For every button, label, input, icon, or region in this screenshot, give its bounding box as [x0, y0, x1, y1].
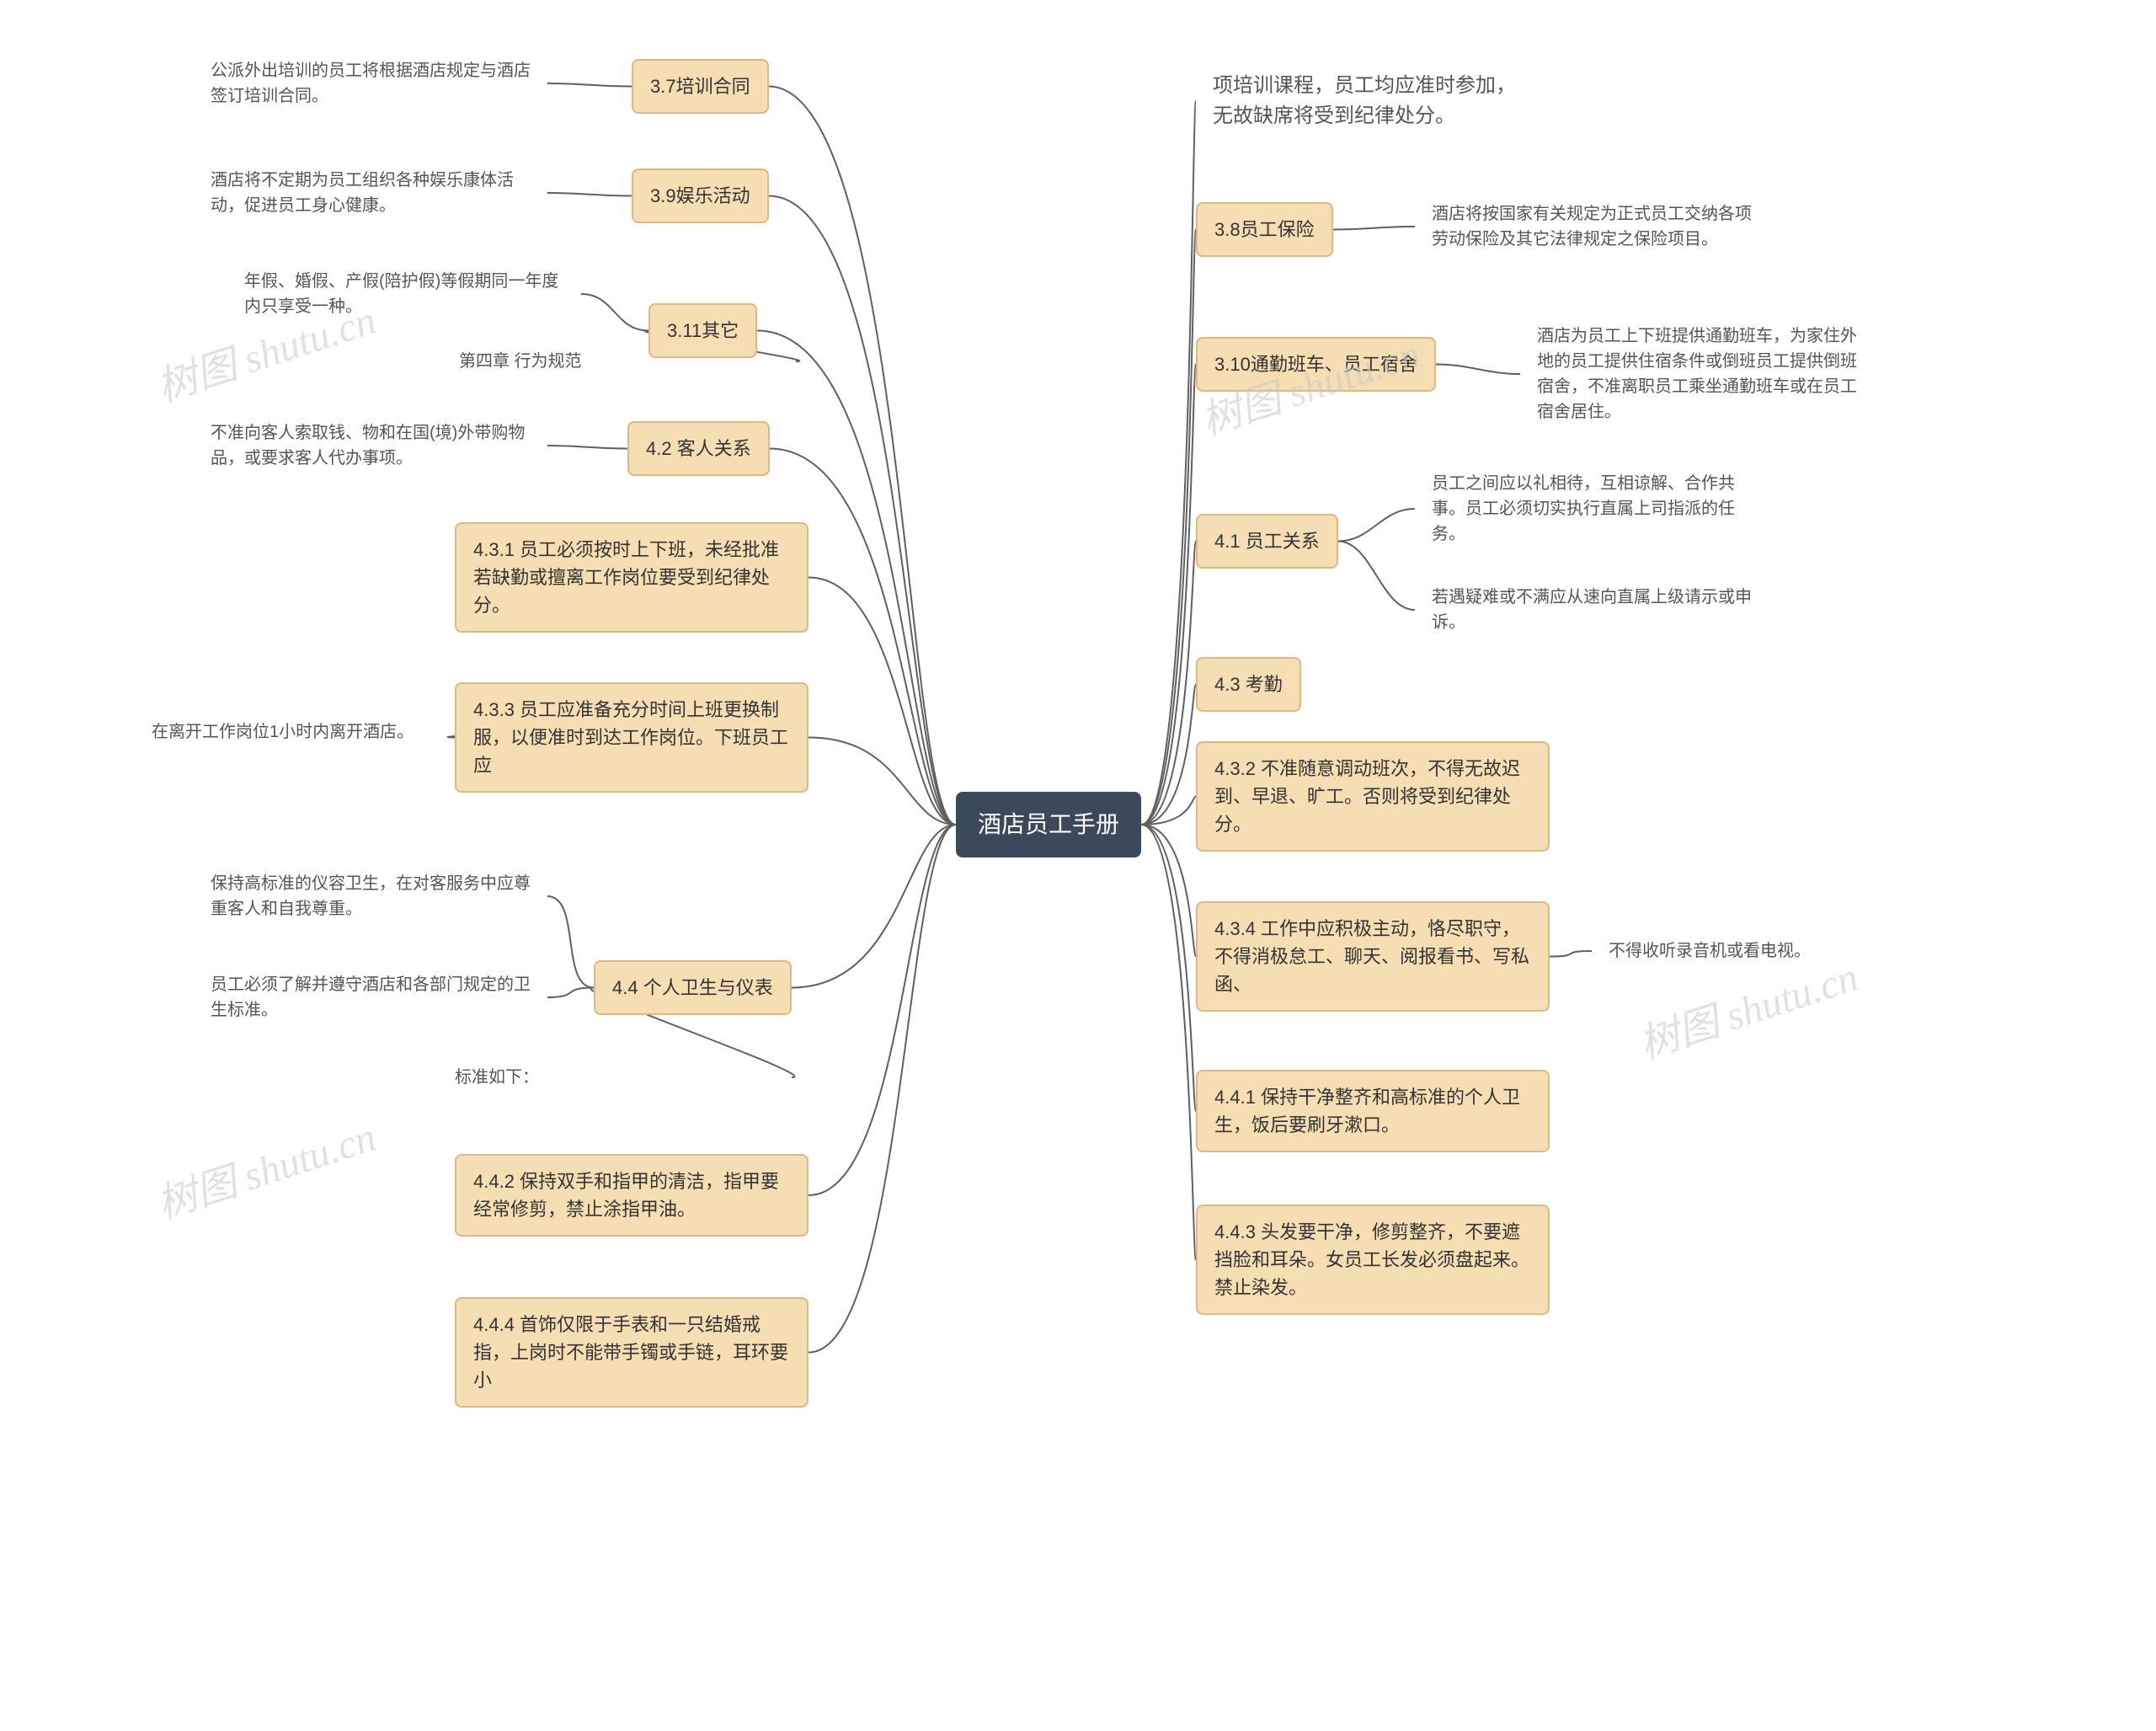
left-leaf-6-0: 保持高标准的仪容卫生，在对客服务中应尊重客人和自我尊重。	[194, 859, 547, 933]
right-leaf-0-0: 项培训课程，员工均应准时参加，无故缺席将受到纪律处分。	[1196, 59, 1550, 143]
left-leaf-3-0: 不准向客人索取钱、物和在国(境)外带购物品，或要求客人代办事项。	[194, 409, 547, 483]
center-node: 酒店员工手册	[956, 792, 1141, 857]
right-leaf-1-0: 酒店将按国家有关规定为正式员工交纳各项劳动保险及其它法律规定之保险项目。	[1415, 190, 1769, 264]
right-box-6: 4.3.4 工作中应积极主动，恪尽职守，不得消极怠工、聊天、阅报看书、写私函、	[1196, 901, 1550, 1012]
left-box-7: 4.4.2 保持双手和指甲的清洁，指甲要经常修剪，禁止涂指甲油。	[455, 1154, 808, 1237]
right-leaf-6-0: 不得收听录音机或看电视。	[1592, 927, 1945, 975]
left-box-6: 4.4 个人卫生与仪表	[594, 960, 792, 1015]
left-box-5: 4.3.3 员工应准备充分时间上班更换制服，以便准时到达工作岗位。下班员工应	[455, 682, 808, 793]
left-leaf-6-1: 员工必须了解并遵守酒店和各部门规定的卫生标准。	[194, 960, 547, 1034]
left-leaf-2-0: 年假、婚假、产假(陪护假)等假期同一年度内只享受一种。	[227, 257, 581, 331]
right-box-5: 4.3.2 不准随意调动班次，不得无故迟到、早退、旷工。否则将受到纪律处分。	[1196, 741, 1550, 852]
right-box-8: 4.4.3 头发要干净，修剪整齐，不要遮挡脸和耳朵。女员工长发必须盘起来。禁止染…	[1196, 1205, 1550, 1315]
left-box-4: 4.3.1 员工必须按时上下班，未经批准若缺勤或擅离工作岗位要受到纪律处分。	[455, 522, 808, 633]
left-box-8: 4.4.4 首饰仅限于手表和一只结婚戒指，上岗时不能带手镯或手链，耳环要小	[455, 1297, 808, 1408]
watermark: 树图 shutu.cn	[148, 1103, 382, 1230]
left-leaf-6-2: 标准如下：	[438, 1053, 792, 1102]
right-leaf-3-0: 员工之间应以礼相待，互相谅解、合作共事。员工必须切实执行直属上司指派的任务。	[1415, 459, 1769, 558]
left-box-1: 3.9娱乐活动	[632, 168, 769, 223]
right-box-3: 4.1 员工关系	[1196, 514, 1338, 569]
left-leaf-2-1: 第四章 行为规范	[442, 337, 796, 386]
left-box-0: 3.7培训合同	[632, 59, 769, 114]
left-leaf-1-0: 酒店将不定期为员工组织各种娱乐康体活动，促进员工身心健康。	[194, 156, 547, 230]
right-leaf-3-1: 若遇疑难或不满应从速向直属上级请示或申诉。	[1415, 573, 1769, 647]
left-leaf-0-0: 公派外出培训的员工将根据酒店规定与酒店签订培训合同。	[194, 46, 547, 120]
right-box-4: 4.3 考勤	[1196, 657, 1301, 712]
left-box-3: 4.2 客人关系	[627, 421, 770, 476]
right-leaf-2-0: 酒店为员工上下班提供通勤班车，为家住外地的员工提供住宿条件或倒班员工提供倒班宿舍…	[1520, 312, 1874, 436]
right-box-2: 3.10通勤班车、员工宿舍	[1196, 337, 1436, 392]
right-box-1: 3.8员工保险	[1196, 202, 1333, 257]
right-box-7: 4.4.1 保持干净整齐和高标准的个人卫生，饭后要刷牙漱口。	[1196, 1070, 1550, 1152]
left-leaf-5-0: 在离开工作岗位1小时内离开酒店。	[135, 708, 488, 756]
